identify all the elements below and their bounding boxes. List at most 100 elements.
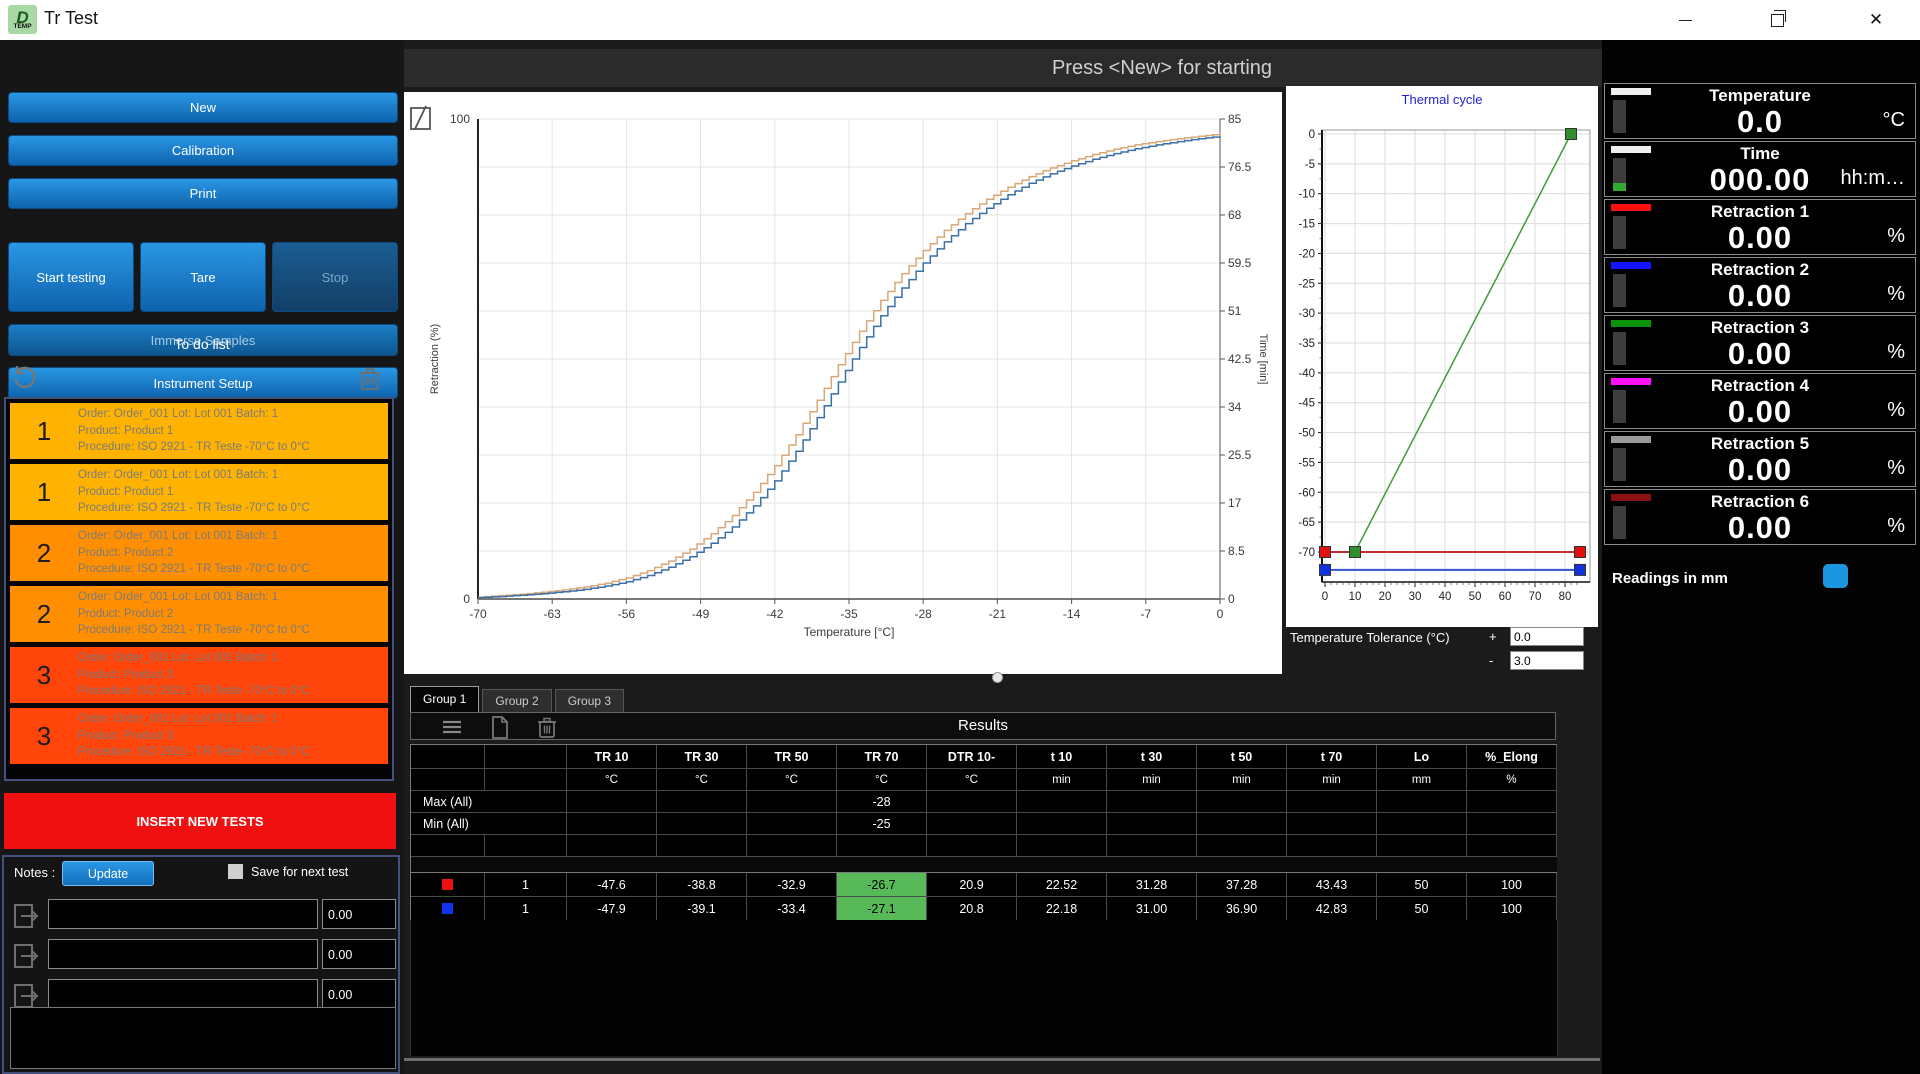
export-icon[interactable] <box>12 901 40 936</box>
export-icon[interactable] <box>12 941 40 976</box>
todo-item-number: 1 <box>36 476 52 507</box>
summary-value <box>1467 791 1557 813</box>
gauge-bar <box>1613 390 1626 423</box>
print-button[interactable]: Print <box>8 178 398 209</box>
row-marker-cell <box>411 897 485 921</box>
svg-text:-56: -56 <box>618 607 636 621</box>
update-button[interactable]: Update <box>62 861 154 886</box>
result-value: 20.8 <box>927 897 1017 921</box>
result-cell <box>927 835 1017 857</box>
summary-value <box>657 791 747 813</box>
insert-new-tests-button[interactable]: INSERT NEW TESTS <box>4 793 396 849</box>
result-cell <box>837 835 927 857</box>
new-file-icon[interactable] <box>490 716 510 744</box>
svg-text:-42: -42 <box>766 607 784 621</box>
refresh-icon[interactable] <box>10 363 38 391</box>
tolerance-minus-sign: - <box>1489 653 1494 668</box>
immerse-samples-button[interactable]: Immerse Samples <box>8 324 398 356</box>
gauge-color-chip <box>1611 320 1651 327</box>
summary-value <box>1017 813 1107 835</box>
edit-icon[interactable] <box>410 105 432 136</box>
column-unit: min <box>1197 769 1287 791</box>
save-for-next-test-checkbox[interactable] <box>228 864 243 879</box>
instrument-setup-button[interactable]: Instrument Setup <box>8 367 398 399</box>
gauge-value: 0.00 <box>1727 452 1793 487</box>
svg-text:85: 85 <box>1228 112 1242 126</box>
gauge-title: Retraction 6 <box>1710 492 1810 511</box>
svg-text:17: 17 <box>1228 496 1242 510</box>
column-header: t 10 <box>1017 745 1107 769</box>
todo-list-title: To do list <box>174 336 230 352</box>
note-input[interactable] <box>48 899 318 929</box>
summary-value <box>567 813 657 835</box>
calibration-button[interactable]: Calibration <box>8 135 398 166</box>
tab-group-3[interactable]: Group 3 <box>554 689 625 713</box>
titlebar: D TEMP Tr Test ✕ <box>0 0 1920 40</box>
splitter-handle[interactable] <box>992 672 1003 683</box>
gauge-color-chip <box>1611 378 1651 385</box>
column-header: t 30 <box>1107 745 1197 769</box>
note-input[interactable] <box>48 939 318 969</box>
start-testing-button[interactable]: Start testing <box>8 242 134 312</box>
svg-text:20: 20 <box>1379 591 1392 603</box>
gauge-time: Time 000.00 hh:m… <box>1604 141 1916 197</box>
readings-in-mm-checkbox[interactable] <box>1823 564 1848 588</box>
svg-text:-7: -7 <box>1140 607 1151 621</box>
svg-text:-70: -70 <box>469 607 487 621</box>
note-input[interactable] <box>48 979 318 1009</box>
stop-button[interactable]: Stop <box>272 242 398 312</box>
tab-group-2[interactable]: Group 2 <box>482 689 552 713</box>
tare-button[interactable]: Tare <box>140 242 266 312</box>
new-button[interactable]: New <box>8 92 398 123</box>
note-value: 0.00 <box>322 939 396 969</box>
column-unit: min <box>1107 769 1197 791</box>
result-cell <box>485 769 567 791</box>
column-unit: °C <box>657 769 747 791</box>
column-header: t 50 <box>1197 745 1287 769</box>
restore-button[interactable] <box>1738 0 1816 40</box>
todo-item-number: 3 <box>36 720 52 751</box>
gauge-retraction-5: Retraction 5 0.00% <box>1604 431 1916 487</box>
summary-value <box>1107 791 1197 813</box>
gauge-unit: % <box>1887 283 1905 305</box>
close-button[interactable]: ✕ <box>1832 0 1920 40</box>
app-logo-icon: D TEMP <box>8 5 37 34</box>
results-table-empty-area <box>410 920 1558 1056</box>
gauge-retraction-1: Retraction 1 0.00% <box>1604 199 1916 255</box>
tolerance-minus-input[interactable] <box>1510 651 1584 670</box>
svg-text:-49: -49 <box>692 607 710 621</box>
svg-text:-20: -20 <box>1298 248 1315 260</box>
column-unit: °C <box>567 769 657 791</box>
gauge-color-chip <box>1611 436 1651 443</box>
delete-results-icon[interactable] <box>537 716 557 744</box>
todo-item-text: Order: Order_001 Lot: Lot 001 Batch: 1 Pr… <box>78 407 310 454</box>
svg-text:50: 50 <box>1469 591 1482 603</box>
menu-icon[interactable] <box>439 716 465 743</box>
restore-icon <box>1770 9 1786 27</box>
svg-text:-10: -10 <box>1298 189 1315 201</box>
svg-text:-65: -65 <box>1298 517 1315 529</box>
svg-text:-50: -50 <box>1298 428 1315 440</box>
tab-group-1[interactable]: Group 1 <box>410 686 480 713</box>
column-header: %_Elong <box>1467 745 1557 769</box>
result-cell <box>411 835 485 857</box>
note-value: 0.00 <box>322 899 396 929</box>
minimize-button[interactable] <box>1646 0 1724 40</box>
summary-value <box>927 791 1017 813</box>
gauge-value: 000.00 <box>1709 162 1811 197</box>
column-header: TR 50 <box>747 745 837 769</box>
svg-text:Retraction (%): Retraction (%) <box>429 324 441 394</box>
trash-icon[interactable] <box>358 366 382 392</box>
result-value: 31.00 <box>1107 897 1197 921</box>
gauge-title: Retraction 1 <box>1710 202 1810 221</box>
notes-textarea[interactable] <box>10 1007 396 1069</box>
result-value: -33.4 <box>747 897 837 921</box>
tolerance-plus-input[interactable] <box>1510 627 1584 646</box>
gauge-bar <box>1613 100 1626 133</box>
